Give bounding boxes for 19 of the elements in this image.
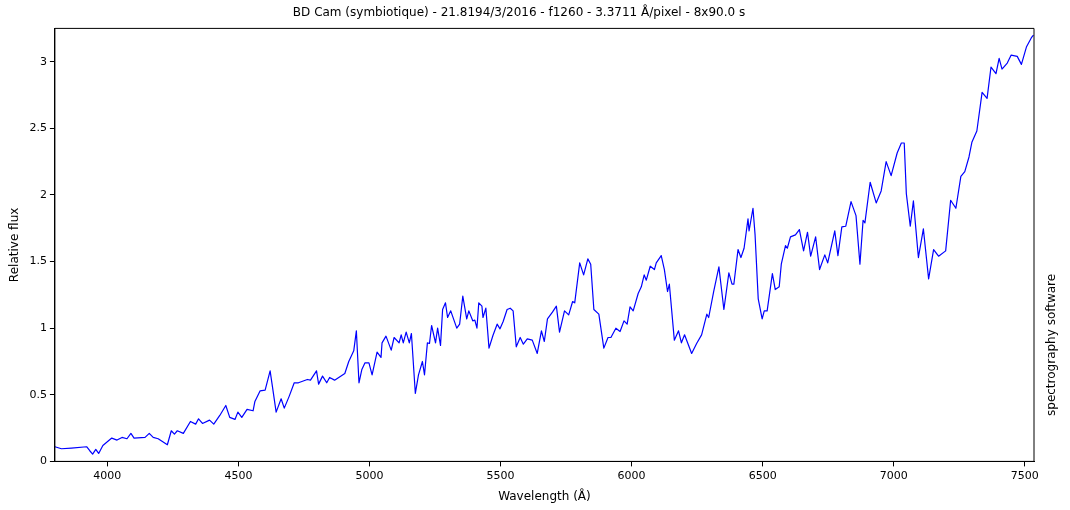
- text: spectrography software: [1044, 273, 1059, 416]
- x-axis-title: Wavelength (Å): [498, 487, 591, 503]
- x-tick-label: 4000: [93, 468, 122, 482]
- y-tick-label: 1.5: [29, 254, 47, 268]
- y-tick-label: 0.5: [29, 387, 47, 401]
- y-tick-label: 3: [39, 54, 47, 68]
- y-tick-label: 2: [39, 187, 47, 201]
- x-tick-label: 5000: [355, 468, 384, 482]
- chart-title: BD Cam (symbiotique) - 21.8194/3/2016 - f1260 - 3.3711 Å/pixel - 8x90.0 s: [292, 4, 746, 20]
- x-tick-label: 4500: [224, 468, 253, 482]
- x-tick-label: 7500: [1010, 468, 1039, 482]
- x-tick-label: 7000: [879, 468, 908, 482]
- y-tick-label: 2.5: [29, 121, 47, 135]
- y-tick-label: 0: [39, 454, 47, 468]
- x-tick-label: 5500: [486, 468, 515, 482]
- x-tick-label: 6500: [748, 468, 777, 482]
- x-tick-label: 6000: [617, 468, 646, 482]
- y-axis-title: Relative flux: [7, 207, 22, 283]
- y-tick-label: 1: [39, 321, 47, 335]
